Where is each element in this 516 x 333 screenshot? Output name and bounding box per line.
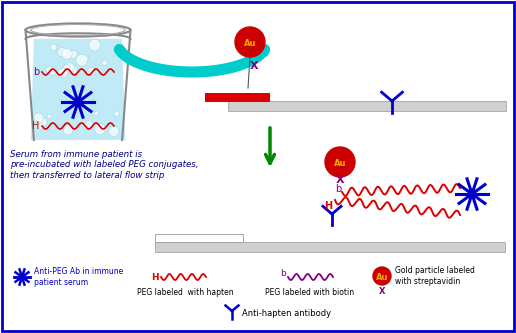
Circle shape: [89, 39, 101, 51]
Text: b: b: [335, 184, 341, 194]
Text: b: b: [33, 67, 39, 77]
Circle shape: [51, 44, 57, 51]
Text: Serum from immune patient is
pre-incubated with labeled PEG conjugates,
then tra: Serum from immune patient is pre-incubat…: [10, 150, 199, 180]
Circle shape: [47, 114, 52, 119]
Circle shape: [373, 267, 391, 285]
Circle shape: [83, 55, 89, 60]
Circle shape: [61, 48, 72, 59]
Circle shape: [94, 111, 99, 116]
Text: b: b: [280, 269, 286, 278]
Bar: [155, 242, 505, 252]
Circle shape: [63, 125, 73, 135]
Text: H: H: [151, 272, 159, 281]
Circle shape: [72, 112, 77, 118]
Circle shape: [68, 65, 77, 74]
Circle shape: [58, 68, 68, 78]
Circle shape: [87, 68, 95, 76]
Polygon shape: [31, 39, 125, 140]
Circle shape: [325, 147, 355, 177]
Circle shape: [38, 118, 47, 127]
Text: Anti-PEG Ab in immune
patient serum: Anti-PEG Ab in immune patient serum: [34, 267, 123, 287]
Circle shape: [94, 124, 106, 135]
Text: H: H: [33, 121, 40, 131]
Circle shape: [76, 54, 88, 66]
Text: H: H: [324, 201, 332, 211]
Circle shape: [49, 67, 57, 75]
Bar: [155, 234, 243, 242]
Circle shape: [38, 123, 44, 129]
Text: Au: Au: [334, 159, 346, 167]
Bar: [205, 93, 270, 102]
Circle shape: [58, 47, 67, 57]
Text: PEG labeled  with hapten: PEG labeled with hapten: [137, 288, 233, 297]
Text: Gold particle labeled
with streptavidin: Gold particle labeled with streptavidin: [395, 266, 475, 286]
Text: PEG labeled with biotin: PEG labeled with biotin: [265, 288, 354, 297]
Circle shape: [84, 57, 89, 61]
Text: Au: Au: [244, 39, 256, 48]
Circle shape: [64, 63, 74, 73]
Circle shape: [77, 95, 82, 100]
Circle shape: [69, 50, 77, 58]
Circle shape: [102, 60, 107, 65]
Circle shape: [84, 125, 88, 130]
Circle shape: [108, 126, 119, 137]
Circle shape: [86, 71, 90, 76]
Circle shape: [34, 113, 43, 123]
Circle shape: [62, 65, 71, 73]
Text: X: X: [336, 175, 344, 185]
Text: Au: Au: [376, 272, 388, 281]
Text: X: X: [379, 287, 385, 296]
Bar: [228, 101, 506, 111]
Text: X: X: [250, 61, 259, 71]
Circle shape: [235, 27, 265, 57]
Text: Anti-hapten antibody: Anti-hapten antibody: [242, 309, 331, 318]
Circle shape: [85, 120, 93, 128]
Circle shape: [46, 66, 53, 73]
Circle shape: [114, 111, 120, 117]
